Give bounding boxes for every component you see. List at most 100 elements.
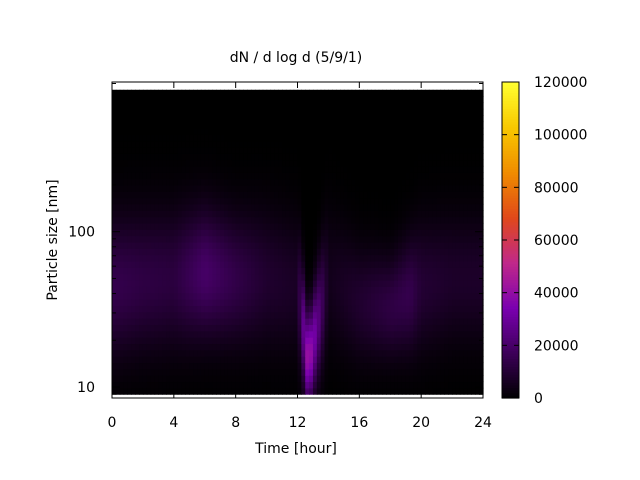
colorbar-segment <box>502 100 519 104</box>
colorbar-segment <box>502 108 519 112</box>
heatmap-cell <box>169 235 175 243</box>
heatmap-cell <box>301 260 306 268</box>
heatmap-cell <box>305 267 310 275</box>
heatmap-cell <box>162 102 167 110</box>
heatmap-cell <box>386 89 391 97</box>
heatmap-cell <box>197 108 202 116</box>
heatmap-cell <box>455 356 461 364</box>
heatmap-cell <box>363 381 368 389</box>
heatmap-cell <box>254 140 260 148</box>
heatmap-cell <box>181 241 187 249</box>
heatmap-cell <box>328 311 333 319</box>
heatmap-cell <box>193 102 198 110</box>
heatmap-cell <box>231 184 237 192</box>
heatmap-cell <box>162 140 167 148</box>
heatmap-cell <box>309 140 314 148</box>
heatmap-cell <box>463 140 469 148</box>
heatmap-cell <box>401 280 407 287</box>
heatmap-cell <box>216 343 221 351</box>
heatmap-cell <box>169 127 175 135</box>
heatmap-cell <box>343 191 349 199</box>
heatmap-cell <box>444 254 449 262</box>
heatmap-cell <box>181 89 187 97</box>
heatmap-cell <box>382 248 387 256</box>
heatmap-cell <box>189 197 194 205</box>
heatmap-cell <box>452 108 457 116</box>
heatmap-cell <box>270 96 275 104</box>
heatmap-cell <box>452 172 457 180</box>
heatmap-cell <box>285 159 291 167</box>
heatmap-cell <box>401 337 407 345</box>
heatmap-cell <box>467 127 472 135</box>
heatmap-cell <box>479 102 484 110</box>
heatmap-cell <box>425 115 430 123</box>
heatmap-cell <box>216 153 221 161</box>
heatmap-cell <box>150 337 156 345</box>
heatmap-cell <box>328 318 333 325</box>
heatmap-cell <box>378 146 384 154</box>
heatmap-cell <box>452 305 457 313</box>
heatmap-cell <box>467 159 472 167</box>
heatmap-cell <box>119 216 125 224</box>
heatmap-cell <box>282 184 287 192</box>
heatmap-cell <box>355 260 360 268</box>
heatmap-cell <box>421 178 426 186</box>
heatmap-cell <box>374 381 380 389</box>
heatmap-cell <box>216 381 221 389</box>
heatmap-cell <box>270 267 275 275</box>
heatmap-cell <box>112 362 117 370</box>
heatmap-cell <box>162 305 167 313</box>
heatmap-cell <box>382 159 387 167</box>
heatmap-cell <box>227 102 233 110</box>
heatmap-cell <box>119 273 125 281</box>
heatmap-cell <box>231 368 237 376</box>
heatmap-cell <box>475 292 480 300</box>
heatmap-cell <box>251 241 256 249</box>
heatmap-cell <box>235 254 241 262</box>
heatmap-cell <box>405 203 411 211</box>
heatmap-cell <box>440 165 445 173</box>
heatmap-cell <box>293 96 299 104</box>
heatmap-cell <box>363 292 368 300</box>
heatmap-cell <box>347 165 353 173</box>
heatmap-cell <box>154 222 159 230</box>
heatmap-cell <box>301 159 306 167</box>
heatmap-cell <box>324 172 330 180</box>
heatmap-cell <box>455 318 461 325</box>
heatmap-cell <box>150 273 156 281</box>
heatmap-cell <box>239 254 244 262</box>
heatmap-cell <box>340 216 345 224</box>
heatmap-cell <box>459 248 465 256</box>
heatmap-cell <box>394 286 399 294</box>
heatmap-cell <box>243 324 248 332</box>
heatmap-cell <box>254 349 260 357</box>
heatmap-cell <box>154 330 159 338</box>
heatmap-cell <box>243 172 248 180</box>
heatmap-cell <box>146 172 152 180</box>
heatmap-cell <box>386 280 391 287</box>
colorbar-segment <box>502 345 519 349</box>
heatmap-cell <box>150 356 156 364</box>
heatmap-cell <box>390 267 395 275</box>
heatmap-cell <box>139 273 144 281</box>
heatmap-cell <box>189 115 194 123</box>
heatmap-cell <box>359 127 364 135</box>
heatmap-cell <box>231 197 237 205</box>
heatmap-cell <box>146 349 152 357</box>
heatmap-cell <box>227 305 233 313</box>
heatmap-cell <box>258 260 264 268</box>
heatmap-cell <box>301 146 306 154</box>
heatmap-cell <box>332 324 337 332</box>
heatmap-cell <box>382 127 387 135</box>
heatmap-cell <box>297 311 302 319</box>
heatmap-cell <box>119 356 125 364</box>
heatmap-cell <box>123 267 129 275</box>
heatmap-cell <box>448 356 453 364</box>
heatmap-cell <box>282 203 287 211</box>
heatmap-cell <box>336 362 341 370</box>
heatmap-cell <box>251 375 256 383</box>
heatmap-cell <box>293 330 299 338</box>
heatmap-cell <box>119 260 125 268</box>
heatmap-cell <box>425 343 430 351</box>
heatmap-cell <box>432 280 438 287</box>
